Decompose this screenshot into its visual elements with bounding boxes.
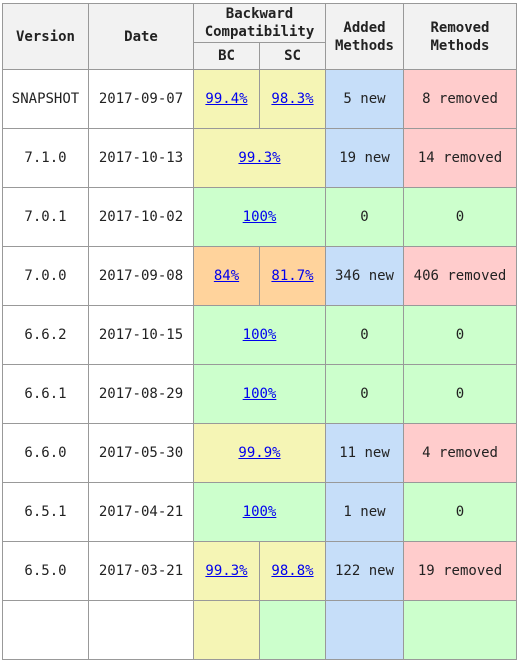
table-row	[2, 600, 517, 660]
table-header: Version Date Backward Compatibility Added…	[2, 3, 517, 70]
removed-methods-cell: 14 removed	[403, 128, 517, 188]
sc-cell: 98.8%	[259, 541, 326, 601]
added-methods-cell: 19 new	[325, 128, 404, 188]
removed-methods-cell: 4 removed	[403, 423, 517, 483]
version-cell: SNAPSHOT	[2, 69, 89, 129]
removed-methods-cell: 0	[403, 187, 517, 247]
table-row: 7.1.0 2017-10-13 99.3% 19 new 14 removed	[2, 128, 517, 188]
compatibility-cell: 100%	[193, 305, 326, 365]
table-body: SNAPSHOT 2017-09-07 99.4% 98.3% 5 new 8 remov…	[2, 69, 517, 660]
added-methods-cell	[325, 600, 404, 660]
added-methods-cell: 5 new	[325, 69, 404, 129]
table-row: 6.5.1 2017-04-21 100% 1 new 0	[2, 482, 517, 542]
compatibility-cell: 99.3%	[193, 128, 326, 188]
removed-methods-column-header: Removed Methods	[403, 3, 517, 70]
bc-cell: 99.3%	[193, 541, 260, 601]
removed-header-line-1: Removed	[430, 19, 490, 36]
table-row: 6.6.1 2017-08-29 100% 0 0	[2, 364, 517, 424]
added-methods-cell: 346 new	[325, 246, 404, 306]
compatibility-table: Version Date Backward Compatibility Added…	[2, 3, 517, 660]
version-cell: 7.1.0	[2, 128, 89, 188]
added-methods-cell: 0	[325, 364, 404, 424]
bc-cell	[193, 600, 260, 660]
date-cell: 2017-10-15	[88, 305, 194, 365]
table-row: 7.0.0 2017-09-08 84% 81.7% 346 new 406 remove…	[2, 246, 517, 306]
compatibility-header-line-1: Backward	[225, 6, 294, 22]
table-row: SNAPSHOT 2017-09-07 99.4% 98.3% 5 new 8 remov…	[2, 69, 517, 129]
sc-cell: 98.3%	[259, 69, 326, 129]
date-cell: 2017-09-08	[88, 246, 194, 306]
compatibility-report: Version Date Backward Compatibility Added…	[2, 3, 517, 660]
date-column-header: Date	[88, 3, 194, 70]
bc-column-header: BC	[193, 42, 260, 70]
removed-methods-cell: 0	[403, 482, 517, 542]
sc-cell-link[interactable]: 98.8%	[271, 563, 314, 579]
table-row: 6.6.0 2017-05-30 99.9% 11 new 4 removed	[2, 423, 517, 483]
version-cell: 6.6.1	[2, 364, 89, 424]
version-cell: 7.0.0	[2, 246, 89, 306]
date-cell: 2017-10-13	[88, 128, 194, 188]
date-cell: 2017-05-30	[88, 423, 194, 483]
version-cell	[2, 600, 89, 660]
date-cell: 2017-09-07	[88, 69, 194, 129]
removed-methods-cell: 8 removed	[403, 69, 517, 129]
date-cell: 2017-04-21	[88, 482, 194, 542]
bc-cell-link[interactable]: 99.4%	[205, 91, 248, 107]
added-header-line-1: Added	[343, 19, 386, 36]
compatibility-cell-link[interactable]: 100%	[242, 209, 277, 225]
version-cell: 6.6.0	[2, 423, 89, 483]
compatibility-cell: 100%	[193, 364, 326, 424]
date-cell: 2017-10-02	[88, 187, 194, 247]
added-methods-column-header: Added Methods	[325, 3, 404, 70]
added-methods-cell: 11 new	[325, 423, 404, 483]
sc-cell-link[interactable]: 81.7%	[271, 268, 314, 284]
compatibility-cell-link[interactable]: 100%	[242, 327, 277, 343]
compatibility-cell-link[interactable]: 99.3%	[238, 150, 281, 166]
compatibility-cell-link[interactable]: 99.9%	[238, 445, 281, 461]
sc-cell	[259, 600, 326, 660]
compatibility-cell: 99.9%	[193, 423, 326, 483]
version-cell: 6.5.1	[2, 482, 89, 542]
date-cell: 2017-08-29	[88, 364, 194, 424]
removed-methods-cell: 406 removed	[403, 246, 517, 306]
table-row: 7.0.1 2017-10-02 100% 0 0	[2, 187, 517, 247]
bc-cell: 99.4%	[193, 69, 260, 129]
compatibility-header-line-2: Compatibility	[204, 24, 315, 40]
version-cell: 6.5.0	[2, 541, 89, 601]
compatibility-column-header: Backward Compatibility	[193, 3, 326, 43]
removed-methods-cell	[403, 600, 517, 660]
removed-methods-cell: 0	[403, 305, 517, 365]
table-row: 6.6.2 2017-10-15 100% 0 0	[2, 305, 517, 365]
added-header-line-2: Methods	[334, 37, 394, 54]
added-methods-cell: 122 new	[325, 541, 404, 601]
compatibility-cell-link[interactable]: 100%	[242, 504, 277, 520]
sc-column-header: SC	[259, 42, 326, 70]
added-methods-cell: 1 new	[325, 482, 404, 542]
compatibility-cell: 100%	[193, 482, 326, 542]
added-methods-cell: 0	[325, 187, 404, 247]
date-cell	[88, 600, 194, 660]
version-cell: 6.6.2	[2, 305, 89, 365]
removed-methods-cell: 19 removed	[403, 541, 517, 601]
removed-methods-cell: 0	[403, 364, 517, 424]
compatibility-cell: 100%	[193, 187, 326, 247]
bc-cell-link[interactable]: 99.3%	[205, 563, 248, 579]
header-row-sub: BC SC	[3, 42, 517, 70]
removed-header-line-2: Methods	[430, 37, 490, 54]
version-cell: 7.0.1	[2, 187, 89, 247]
added-methods-cell: 0	[325, 305, 404, 365]
table-row: 6.5.0 2017-03-21 99.3% 98.8% 122 new 19 remov…	[2, 541, 517, 601]
sc-cell-link[interactable]: 98.3%	[271, 91, 314, 107]
header-row-top: Version Date Backward Compatibility Added…	[2, 3, 517, 70]
bc-cell-link[interactable]: 84%	[213, 268, 240, 284]
bc-cell: 84%	[193, 246, 260, 306]
sc-cell: 81.7%	[259, 246, 326, 306]
version-column-header: Version	[2, 3, 89, 70]
compatibility-cell-link[interactable]: 100%	[242, 386, 277, 402]
date-cell: 2017-03-21	[88, 541, 194, 601]
